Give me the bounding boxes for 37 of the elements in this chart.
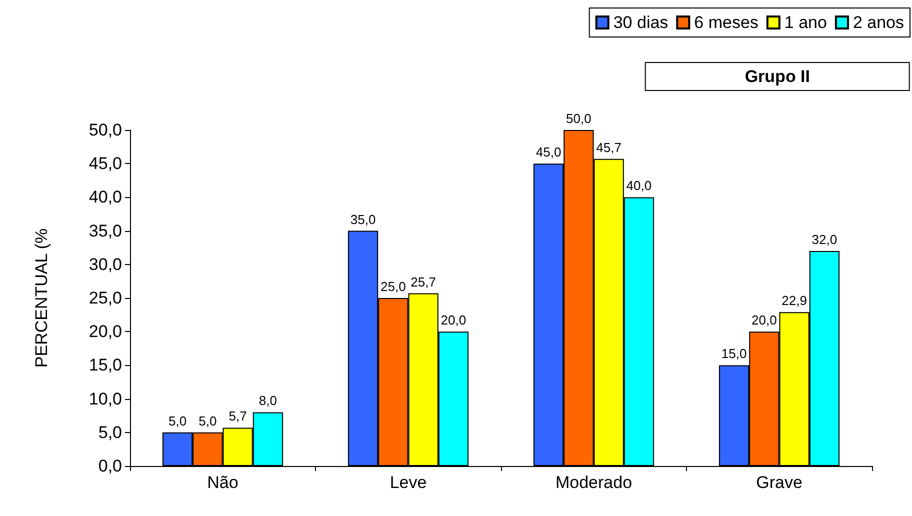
- y-tick-label: 25,0: [88, 288, 122, 308]
- data-label: 22,9: [782, 293, 807, 308]
- y-tick-label: 0,0: [98, 456, 122, 476]
- y-tick-label: 35,0: [88, 221, 122, 240]
- data-label: 20,0: [752, 312, 777, 328]
- x-tick-label: Grave: [756, 473, 802, 492]
- x-tick-label: Não: [207, 473, 238, 492]
- legend-label: 30 dias: [613, 13, 668, 32]
- y-tick-label: 20,0: [88, 322, 122, 342]
- data-label: 45,7: [596, 140, 622, 155]
- data-label: 40,0: [626, 178, 652, 194]
- y-tick-label: 30,0: [88, 254, 122, 274]
- data-label: 5,0: [198, 413, 217, 428]
- data-label: 15,0: [721, 346, 747, 362]
- y-tick-label: 40,0: [88, 188, 122, 207]
- data-label: 35,0: [350, 212, 376, 227]
- y-tick-label: 50,0: [88, 120, 122, 140]
- data-label: 25,0: [380, 279, 406, 294]
- data-label: 20,0: [440, 312, 466, 328]
- data-label: 5,7: [228, 408, 247, 424]
- x-tick-label: Leve: [390, 473, 427, 492]
- y-axis-title: PERCENTUAL (%: [32, 228, 51, 368]
- data-label: 50,0: [566, 111, 592, 126]
- data-label: 45,0: [536, 144, 562, 160]
- data-label: 25,7: [410, 274, 436, 290]
- y-tick-label: 5,0: [98, 422, 122, 442]
- legend-label: 1 ano: [784, 13, 827, 32]
- x-tick-label: Moderado: [555, 473, 632, 492]
- y-tick-label: 45,0: [88, 154, 122, 174]
- y-tick-label: 10,0: [88, 389, 122, 408]
- y-tick-label: 15,0: [88, 356, 122, 375]
- data-label: 8,0: [258, 393, 278, 408]
- legend-label: 2 anos: [852, 13, 904, 32]
- legend-label: 6 meses: [694, 13, 758, 32]
- chart-title: Grupo II: [744, 67, 810, 86]
- data-label: 32,0: [812, 232, 838, 247]
- data-label: 5,0: [168, 413, 187, 428]
